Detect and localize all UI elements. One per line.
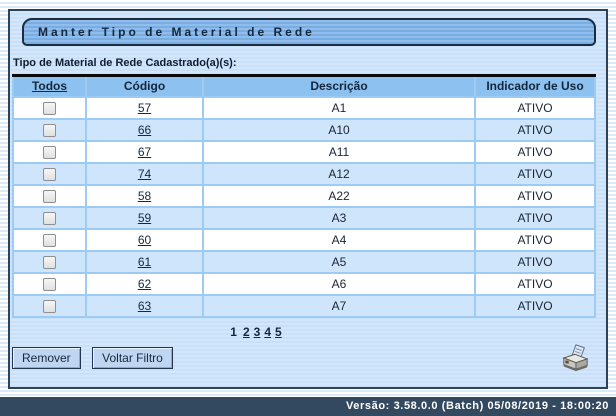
- pagination-page-link[interactable]: 5: [275, 324, 282, 339]
- page-title: Manter Tipo de Material de Rede: [38, 25, 315, 39]
- row-checkbox-cell: [13, 206, 87, 230]
- indicador-cell: ATIVO: [475, 250, 596, 274]
- descricao-cell: A7: [203, 294, 476, 318]
- header-descricao: Descrição: [203, 75, 476, 98]
- header-todos[interactable]: Todos: [13, 75, 87, 98]
- codigo-cell[interactable]: 63: [86, 294, 204, 318]
- remover-button[interactable]: Remover: [12, 346, 81, 369]
- table-row: 61 A5 ATIVO: [13, 250, 596, 274]
- row-checkbox[interactable]: [43, 167, 56, 181]
- table-row: 63 A7 ATIVO: [13, 294, 596, 318]
- header-codigo: Código: [86, 75, 204, 98]
- pagination-page-link[interactable]: 4: [264, 324, 272, 339]
- codigo-link[interactable]: 74: [137, 166, 152, 181]
- row-checkbox[interactable]: [43, 189, 56, 203]
- row-checkbox-cell: [13, 272, 87, 296]
- indicador-cell: ATIVO: [475, 272, 596, 296]
- indicador-cell: ATIVO: [475, 162, 596, 186]
- printer-icon[interactable]: [560, 343, 590, 373]
- codigo-link[interactable]: 62: [137, 276, 152, 291]
- section-label: Tipo de Material de Rede Cadastrado(a)(s…: [13, 57, 237, 69]
- row-checkbox-cell: [13, 294, 87, 318]
- row-checkbox[interactable]: [43, 211, 56, 225]
- codigo-link[interactable]: 57: [137, 100, 152, 115]
- table-header-row: Todos Código Descrição Indicador de Uso: [13, 75, 596, 98]
- codigo-link[interactable]: 59: [137, 210, 152, 225]
- pagination-page-link[interactable]: 3: [253, 324, 261, 339]
- codigo-link[interactable]: 58: [137, 188, 152, 203]
- select-all-link[interactable]: Todos: [31, 79, 68, 94]
- indicador-cell: ATIVO: [475, 118, 596, 142]
- codigo-cell[interactable]: 59: [86, 206, 204, 230]
- codigo-link[interactable]: 67: [137, 144, 152, 159]
- version-text: Versão: 3.58.0.0 (Batch) 05/08/2019 - 18…: [345, 400, 609, 412]
- codigo-cell[interactable]: 60: [86, 228, 204, 252]
- row-checkbox[interactable]: [43, 145, 56, 159]
- descricao-cell: A11: [203, 140, 476, 164]
- row-checkbox-cell: [13, 184, 87, 208]
- codigo-link[interactable]: 60: [137, 232, 152, 247]
- descricao-cell: A4: [203, 228, 476, 252]
- indicador-cell: ATIVO: [475, 206, 596, 230]
- indicador-cell: ATIVO: [475, 228, 596, 252]
- pagination-current-page: 1: [230, 324, 237, 339]
- material-table: Todos Código Descrição Indicador de Uso …: [12, 74, 596, 318]
- descricao-cell: A1: [203, 96, 476, 120]
- row-checkbox-cell: [13, 250, 87, 274]
- pagination-page-link[interactable]: 2: [242, 324, 250, 339]
- row-checkbox[interactable]: [43, 255, 56, 269]
- row-checkbox[interactable]: [43, 233, 56, 247]
- codigo-cell[interactable]: 57: [86, 96, 204, 120]
- codigo-link[interactable]: 61: [137, 254, 152, 269]
- indicador-cell: ATIVO: [475, 294, 596, 318]
- row-checkbox[interactable]: [43, 299, 56, 313]
- row-checkbox-cell: [13, 96, 87, 120]
- descricao-cell: A3: [203, 206, 476, 230]
- voltar-filtro-button[interactable]: Voltar Filtro: [92, 346, 173, 369]
- table-row: 57 A1 ATIVO: [13, 96, 596, 120]
- codigo-cell[interactable]: 61: [86, 250, 204, 274]
- table-row: 60 A4 ATIVO: [13, 228, 596, 252]
- row-checkbox-cell: [13, 162, 87, 186]
- descricao-cell: A10: [203, 118, 476, 142]
- header-indicador: Indicador de Uso: [475, 75, 596, 98]
- page-title-bar: Manter Tipo de Material de Rede: [22, 18, 596, 46]
- row-checkbox[interactable]: [43, 277, 56, 291]
- codigo-link[interactable]: 66: [137, 122, 152, 137]
- row-checkbox-cell: [13, 140, 87, 164]
- table-row: 66 A10 ATIVO: [13, 118, 596, 142]
- descricao-cell: A6: [203, 272, 476, 296]
- table-row: 67 A11 ATIVO: [13, 140, 596, 164]
- codigo-cell[interactable]: 74: [86, 162, 204, 186]
- descricao-cell: A5: [203, 250, 476, 274]
- row-checkbox-cell: [13, 118, 87, 142]
- indicador-cell: ATIVO: [475, 96, 596, 120]
- table-row: 59 A3 ATIVO: [13, 206, 596, 230]
- row-checkbox-cell: [13, 228, 87, 252]
- codigo-cell[interactable]: 58: [86, 184, 204, 208]
- table-row: 62 A6 ATIVO: [13, 272, 596, 296]
- descricao-cell: A22: [203, 184, 476, 208]
- table-row: 74 A12 ATIVO: [13, 162, 596, 186]
- version-footer-bar: Versão: 3.58.0.0 (Batch) 05/08/2019 - 18…: [0, 397, 616, 416]
- indicador-cell: ATIVO: [475, 184, 596, 208]
- table-body: 57 A1 ATIVO 66 A10 ATIVO 67 A11 ATIVO 74 A12 ATIVO 5…: [13, 96, 596, 318]
- row-checkbox[interactable]: [43, 101, 56, 115]
- descricao-cell: A12: [203, 162, 476, 186]
- content-panel: Manter Tipo de Material de Rede Tipo de …: [8, 9, 608, 389]
- codigo-cell[interactable]: 66: [86, 118, 204, 142]
- codigo-link[interactable]: 63: [137, 298, 152, 313]
- row-checkbox[interactable]: [43, 123, 56, 137]
- table-row: 58 A22 ATIVO: [13, 184, 596, 208]
- indicador-cell: ATIVO: [475, 140, 596, 164]
- button-row: Remover Voltar Filtro: [12, 346, 606, 369]
- codigo-cell[interactable]: 62: [86, 272, 204, 296]
- codigo-cell[interactable]: 67: [86, 140, 204, 164]
